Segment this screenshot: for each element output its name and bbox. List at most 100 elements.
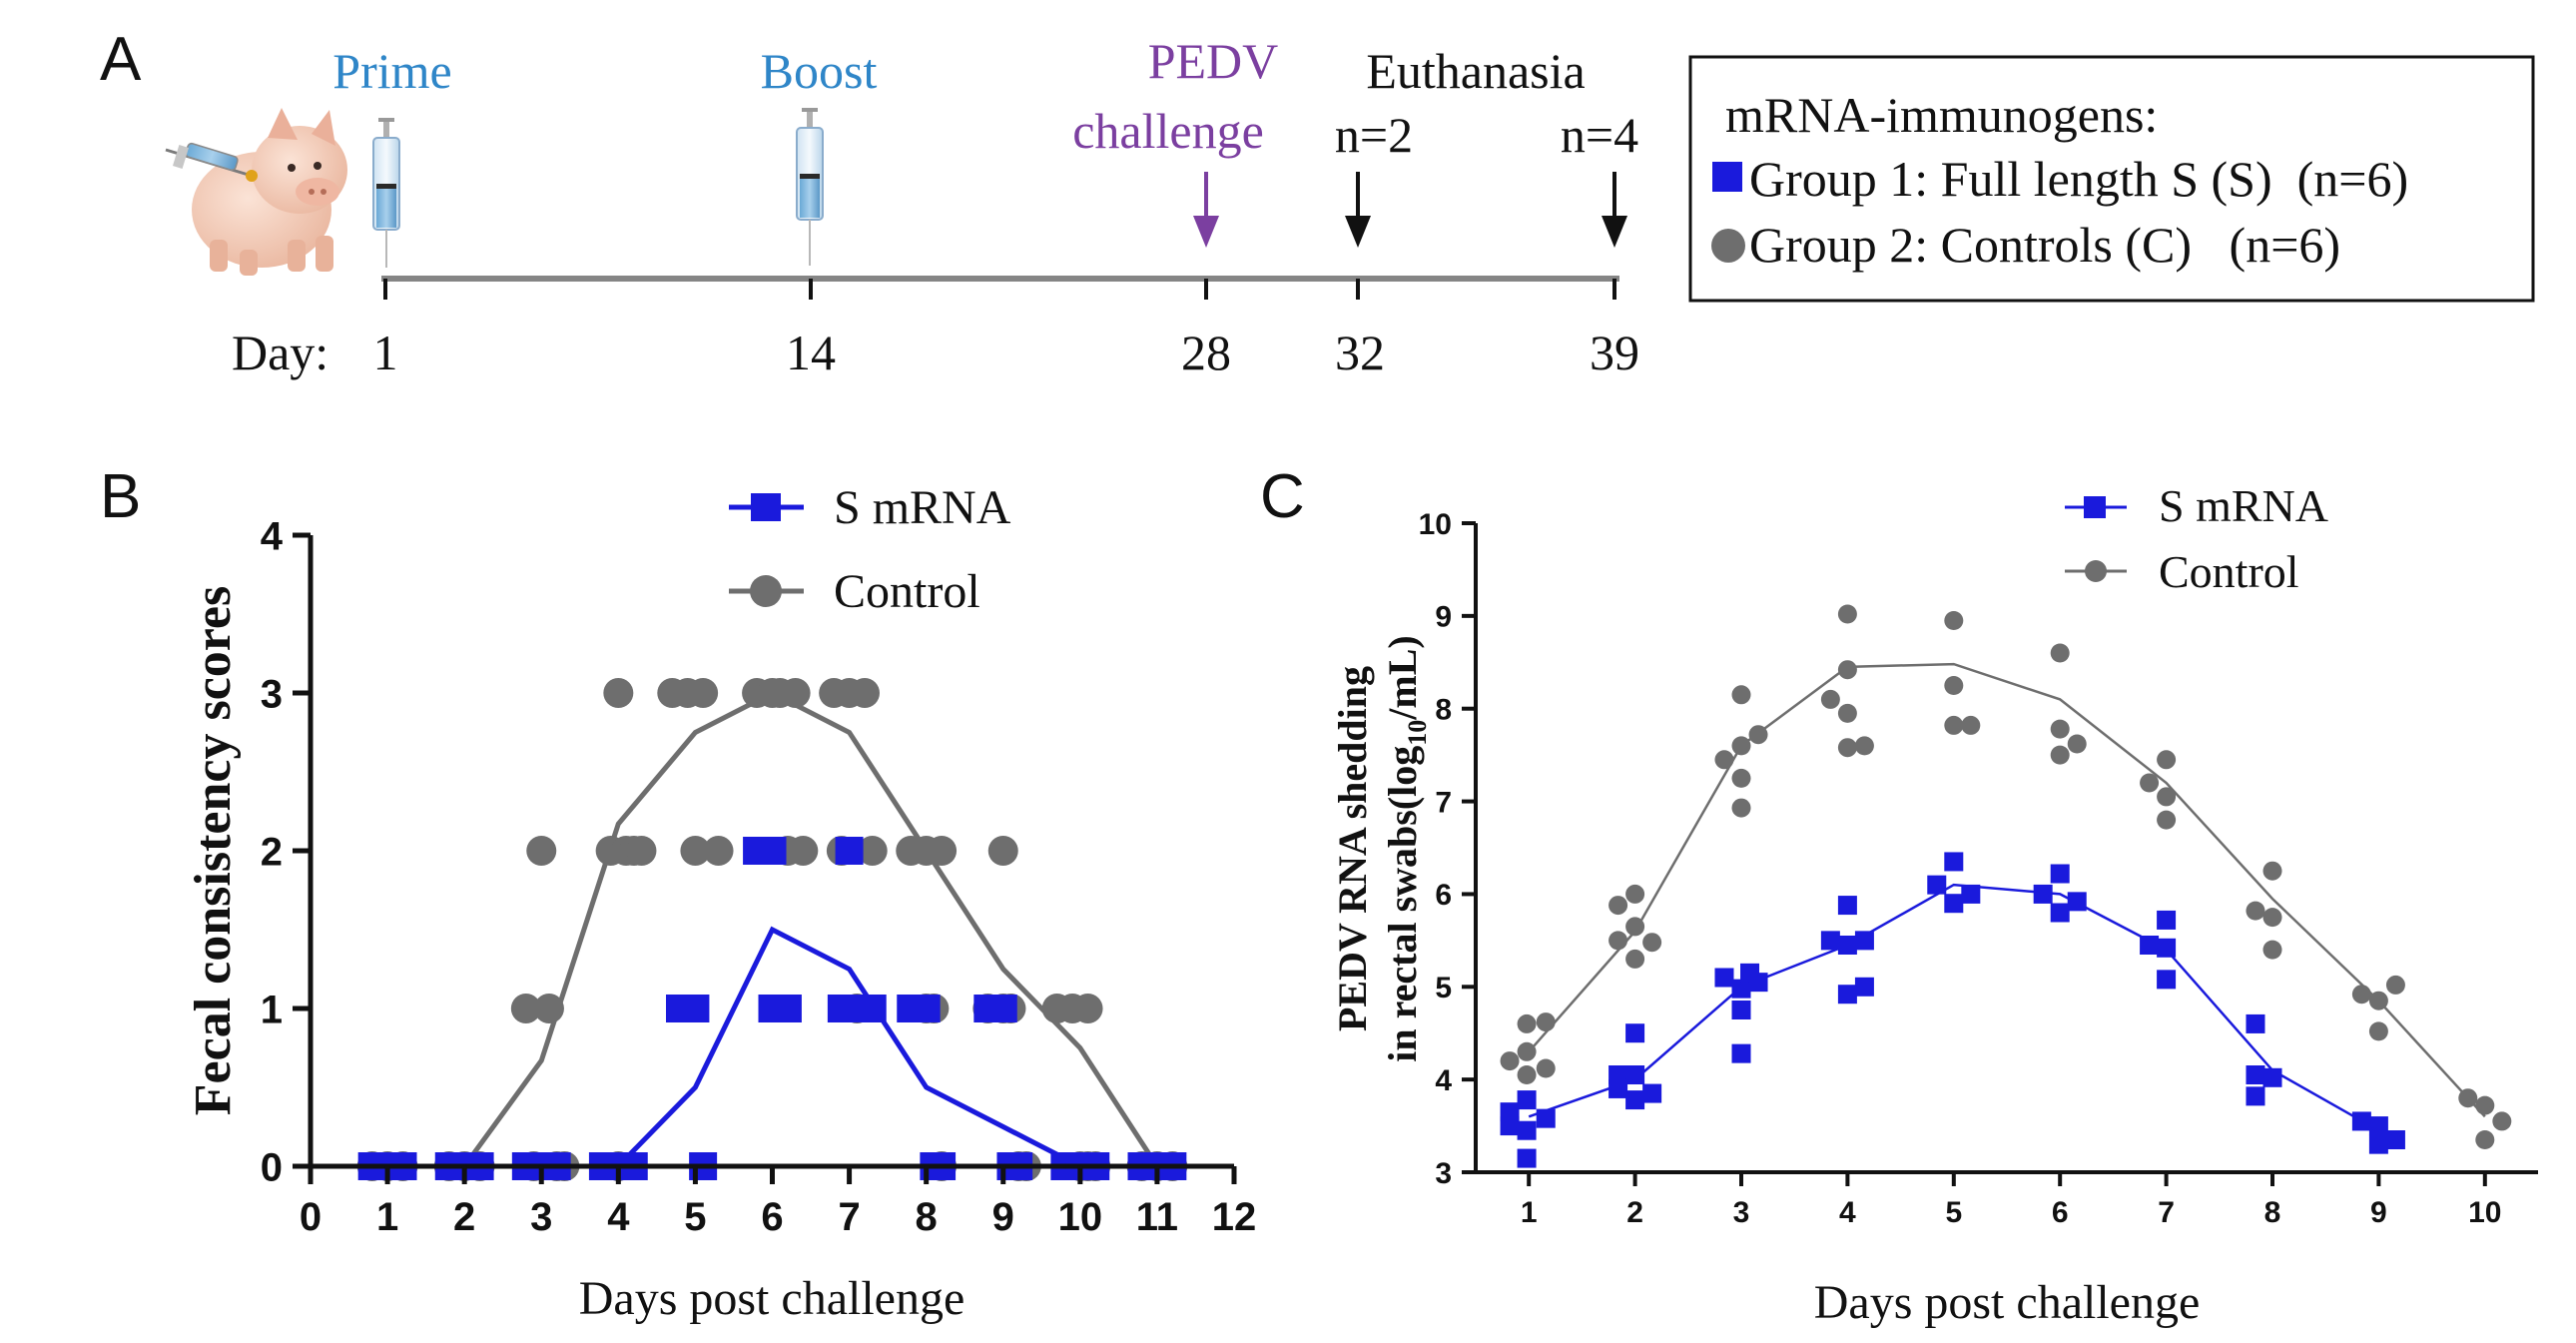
chart-c-control-point	[1536, 1058, 1556, 1078]
chart-c-s-mrna-point	[1500, 1102, 1520, 1122]
chart-c-x-tick-label: 8	[2264, 1196, 2281, 1229]
chart-c-control-point	[1625, 884, 1645, 904]
chart-b-control-point	[857, 836, 888, 866]
chart-c-x-axis-title: Days post challenge	[1814, 1276, 2201, 1329]
chart-b-s-mrna-point	[758, 837, 787, 865]
chart-c-control-point	[1820, 689, 1840, 709]
chart-c-x-tick-label: 5	[1945, 1196, 1962, 1229]
chart-c-control-point	[1837, 604, 1857, 624]
chart-b-s-mrna-point	[681, 995, 710, 1022]
chart-c-control-point	[1609, 896, 1628, 916]
chart-c-y-tick-label: 4	[1435, 1064, 1452, 1097]
small-syringe-icon	[165, 142, 258, 182]
chart-c-s-mrna-point	[1944, 852, 1964, 872]
chart-b-x-tick-label: 3	[530, 1195, 552, 1239]
groups-box: mRNA-immunogens: Group 1: Full length S …	[1688, 55, 2535, 303]
chart-c-s-mrna-point	[1961, 884, 1981, 904]
chart-b-control-point	[688, 678, 719, 708]
chart-b-x-tick-label: 12	[1212, 1195, 1257, 1239]
chart-b-y-axis-title: Fecal consistency scores	[185, 586, 242, 1115]
chart-b-control-point	[533, 994, 564, 1023]
chart-c-control-point	[2262, 861, 2282, 881]
chart-c-legend-s-mrna-marker	[2084, 496, 2106, 518]
chart-c-control-point	[1944, 611, 1964, 630]
chart-b-x-tick-label: 6	[761, 1195, 783, 1239]
chart-c-x-tick-label: 1	[1521, 1196, 1538, 1229]
chart-c-control-point	[1517, 1041, 1537, 1061]
chart-c-s-mrna-point	[2050, 864, 2070, 884]
challenge-label: challenge	[1072, 103, 1264, 159]
chart-b-s-mrna-mean-line	[387, 926, 1157, 1169]
chart-b-mean-lines	[387, 690, 1159, 1169]
chart-c-control-point	[2368, 991, 2388, 1010]
chart-c-control-point	[2140, 773, 2160, 793]
day-1-label: 1	[373, 325, 398, 380]
chart-b-control-point	[603, 678, 634, 708]
group1-label: Group 1: Full length S (S) (n=6)	[1749, 151, 2408, 207]
chart-c-y-tick-label: 6	[1435, 879, 1452, 912]
day-32-label: 32	[1335, 325, 1385, 380]
chart-c-control-point	[1944, 676, 1964, 695]
chart-b-x-tick-label: 0	[300, 1195, 322, 1239]
chart-c-control-point	[2368, 1021, 2388, 1041]
chart-c-control-point	[1625, 949, 1645, 969]
chart-b-s-mrna-point	[773, 995, 802, 1022]
chart-c-control-point	[1731, 685, 1751, 705]
chart-b-x-tick-label: 7	[838, 1195, 860, 1239]
timeline-ticks	[383, 279, 1616, 300]
chart-c-control-point	[2246, 901, 2265, 921]
chart-c-control-point	[2050, 643, 2070, 663]
chart-c-x-tick-label: 7	[2158, 1196, 2175, 1229]
chart-c-y-tick-label: 8	[1435, 694, 1452, 727]
chart-c-control-point	[1961, 715, 1981, 735]
chart-c-s-mrna-point	[1609, 1078, 1628, 1098]
chart-b-x-tick-label: 8	[916, 1195, 938, 1239]
chart-c-x-tick-label: 6	[2052, 1196, 2069, 1229]
chart-c-control-point	[2050, 719, 2070, 739]
chart-c-x-tick-label: 2	[1626, 1196, 1643, 1229]
chart-c-control-point	[2385, 975, 2405, 995]
boost-syringe-icon	[796, 108, 824, 266]
group2-label: Group 2: Controls (C) (n=6)	[1749, 217, 2340, 273]
chart-c-control-point	[1748, 725, 1768, 745]
euthanasia-n1-label: n=2	[1335, 107, 1413, 163]
chart-b-control-point	[780, 678, 811, 708]
chart-c-s-mrna-point	[1625, 1090, 1645, 1110]
chart-c-y-tick-label: 5	[1435, 972, 1452, 1005]
chart-c-control-point	[2157, 787, 2177, 807]
chart-c-s-mrna-point	[1854, 977, 1874, 997]
chart-b-control-point	[510, 994, 541, 1023]
chart-b-y-tick-label: 3	[261, 672, 283, 716]
chart-b-control-point	[987, 836, 1018, 866]
chart-b-y-tick-label: 4	[261, 514, 284, 558]
chart-b-legend: S mRNA Control	[729, 481, 1011, 618]
chart-c-control-point	[1714, 750, 1734, 770]
chart-c-s-mrna-point	[2157, 970, 2177, 990]
chart-c-control-point	[2157, 750, 2177, 770]
chart-c-s-mrna-point	[1536, 1108, 1556, 1128]
day-28-label: 28	[1181, 325, 1231, 380]
chart-c-y-tick-label: 7	[1435, 786, 1452, 819]
chart-c-control-point	[2050, 745, 2070, 765]
chart-c-control-point	[1854, 736, 1874, 756]
chart-b-x-tick-label: 1	[376, 1195, 398, 1239]
chart-c-s-mrna-point	[1642, 1083, 1662, 1103]
euthanasia-n2-label: n=4	[1561, 107, 1638, 163]
chart-c-s-mrna-point	[2262, 1067, 2282, 1087]
chart-b-control-point	[680, 836, 711, 866]
chart-c-s-mrna-point	[2033, 884, 2053, 904]
euthanasia-arrow-32	[1345, 172, 1371, 248]
chart-c-legend-s-mrna: S mRNA	[2159, 480, 2328, 531]
boost-label: Boost	[761, 43, 878, 99]
chart-b-x-tick-label: 9	[992, 1195, 1014, 1239]
day-prefix-label: Day:	[232, 325, 328, 380]
chart-c-control-point	[1731, 736, 1751, 756]
chart-b-legend-s-mrna: S mRNA	[834, 481, 1011, 534]
groups-box-title: mRNA-immunogens:	[1725, 87, 2158, 143]
chart-c-x-tick-label: 10	[2468, 1196, 2501, 1229]
chart-c-s-mrna-point	[1820, 931, 1840, 951]
day-14-label: 14	[786, 325, 836, 380]
chart-c-s-mrna-point	[1854, 931, 1874, 951]
chart-c-control-point	[1731, 798, 1751, 818]
chart-c-s-mrna-point	[1625, 1023, 1645, 1043]
